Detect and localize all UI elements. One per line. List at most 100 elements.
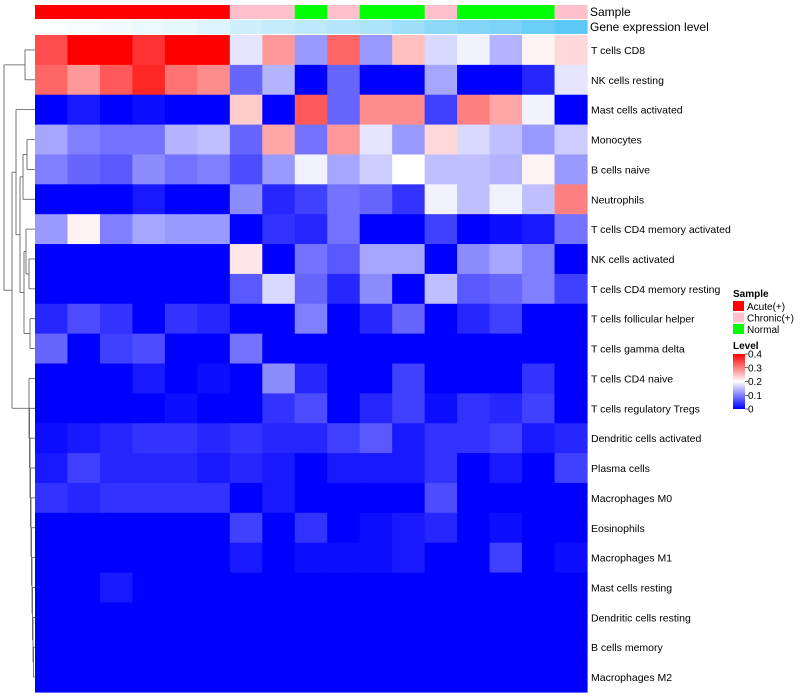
- heatmap-cell: [554, 393, 588, 424]
- heatmap-cell: [522, 662, 556, 693]
- heatmap-cell: [164, 303, 198, 335]
- heatmap-cell: [392, 244, 426, 275]
- heatmap-cell: [327, 512, 361, 544]
- heatmap-cell: [197, 124, 231, 156]
- heatmap-cell: [424, 363, 458, 394]
- heatmap-cell: [262, 363, 296, 394]
- heatmap-cell: [554, 64, 588, 96]
- heatmap-cell: [99, 64, 134, 96]
- heatmap-cell: [522, 94, 556, 126]
- heatmap-cell: [424, 214, 458, 245]
- heatmap-cell: [327, 184, 361, 215]
- sample-annotation-cell: [554, 5, 588, 19]
- expression-annotation-cell: [294, 20, 328, 34]
- heatmap-cell: [424, 35, 458, 66]
- heatmap-cell: [132, 423, 166, 454]
- heatmap-cell: [132, 214, 166, 245]
- heatmap-cell: [132, 572, 166, 604]
- heatmap-cell: [554, 572, 588, 604]
- heatmap-cell: [522, 572, 556, 604]
- heatmap-cell: [67, 303, 101, 335]
- heatmap-cell: [554, 542, 588, 574]
- heatmap-cell: [164, 244, 198, 275]
- heatmap-cell: [392, 423, 426, 454]
- heatmap-cell: [99, 124, 134, 156]
- heatmap-cell: [392, 184, 426, 215]
- heatmap-cell: [457, 184, 491, 215]
- expression-annotation-cell: [359, 20, 393, 34]
- heatmap-cell: [67, 184, 101, 215]
- heatmap-cell: [294, 35, 328, 66]
- heatmap-cell: [424, 303, 458, 335]
- heatmap-cell: [424, 124, 458, 156]
- heatmap-cell: [294, 632, 328, 663]
- heatmap-cell: [522, 423, 556, 454]
- row-label: T cells follicular helper: [591, 314, 695, 326]
- heatmap-cell: [327, 333, 361, 365]
- heatmap-cell: [197, 632, 231, 663]
- heatmap-cell: [359, 94, 393, 126]
- heatmap-cells: [35, 35, 588, 693]
- heatmap-cell: [554, 273, 588, 305]
- heatmap-cell: [229, 273, 263, 305]
- heatmap-cell: [359, 35, 393, 66]
- heatmap-cell: [392, 124, 426, 156]
- heatmap-cell: [424, 154, 458, 185]
- row-labels: T cells CD8 NK cells resting Mast cells ac…: [591, 45, 731, 684]
- heatmap-cell: [262, 572, 296, 604]
- expression-annotation-cell: [424, 20, 458, 34]
- heatmap-cell: [554, 124, 588, 156]
- heatmap-cell: [489, 244, 523, 275]
- heatmap-cell: [35, 602, 69, 633]
- heatmap-cell: [164, 393, 198, 424]
- legend-label: Acute(+): [747, 302, 785, 313]
- heatmap-cell: [554, 303, 588, 335]
- heatmap-cell: [392, 35, 426, 66]
- expression-annotation-cell: [522, 20, 556, 34]
- heatmap-cell: [327, 64, 361, 96]
- heatmap-cell: [164, 35, 198, 66]
- heatmap-cell: [67, 244, 101, 275]
- heatmap-cell: [229, 482, 263, 514]
- heatmap-cell: [197, 662, 231, 693]
- heatmap-cell: [164, 662, 198, 693]
- heatmap-cell: [457, 572, 491, 604]
- sample-annotation-cell: [294, 5, 328, 19]
- heatmap-cell: [294, 273, 328, 305]
- heatmap-cell: [424, 184, 458, 215]
- heatmap-cell: [327, 214, 361, 245]
- heatmap-cell: [359, 453, 393, 484]
- sample-annotation-cell: [99, 5, 134, 19]
- heatmap-cell: [197, 244, 231, 275]
- sample-annotation-cell: [197, 5, 231, 19]
- heatmap-cell: [229, 303, 263, 335]
- row-label: Macrophages M2: [591, 672, 672, 684]
- legend-label: Chronic(+): [747, 314, 794, 325]
- heatmap-cell: [489, 94, 523, 126]
- heatmap-cell: [164, 124, 198, 156]
- heatmap-cell: [327, 124, 361, 156]
- level-colorbar: [733, 354, 745, 409]
- heatmap-cell: [522, 214, 556, 245]
- heatmap-cell: [327, 423, 361, 454]
- heatmap-cell: [554, 453, 588, 484]
- heatmap-cell: [164, 602, 198, 633]
- heatmap-cell: [457, 35, 491, 66]
- heatmap-cell: [294, 512, 328, 544]
- heatmap-cell: [522, 64, 556, 96]
- heatmap-cell: [164, 512, 198, 544]
- heatmap-cell: [522, 124, 556, 156]
- expression-annotation-cell: [35, 20, 69, 34]
- heatmap-cell: [99, 333, 134, 365]
- expression-annotation-cell: [99, 20, 134, 34]
- heatmap-cell: [424, 512, 458, 544]
- expression-annotation-cell: [197, 20, 231, 34]
- heatmap-cell: [35, 393, 69, 424]
- sample-annotation-cell: [327, 5, 361, 19]
- heatmap-cell: [359, 273, 393, 305]
- heatmap-cell: [489, 333, 523, 365]
- heatmap-cell: [229, 154, 263, 185]
- heatmap-cell: [457, 124, 491, 156]
- heatmap-cell: [262, 303, 296, 335]
- row-label: Macrophages M0: [591, 493, 672, 505]
